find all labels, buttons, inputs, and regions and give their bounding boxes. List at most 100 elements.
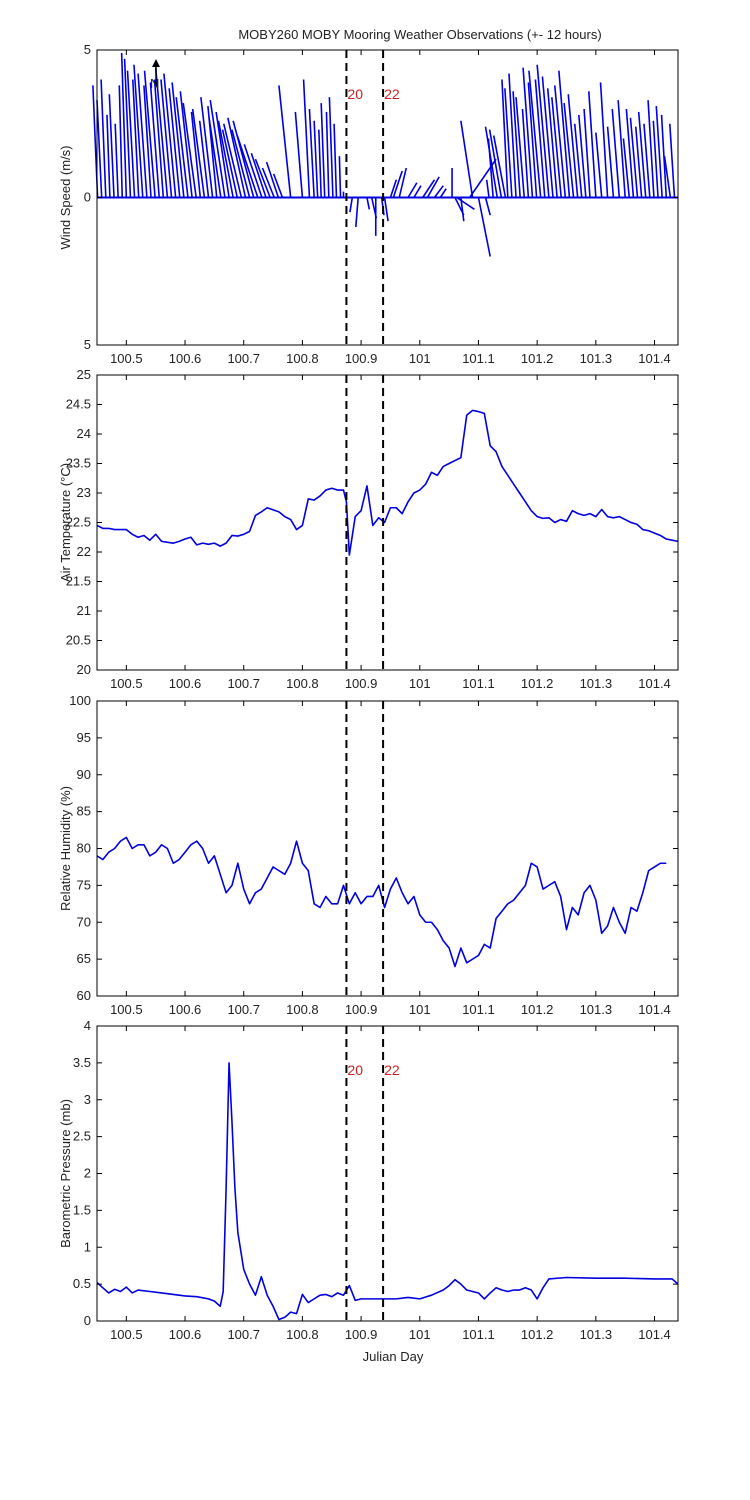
wind-vector: [137, 73, 148, 198]
relative-humidity-y-axis-label: Relative Humidity (%): [58, 786, 73, 911]
wind-vector: [655, 105, 663, 198]
wind-vector: [643, 123, 651, 198]
wind-vector: [383, 197, 389, 222]
wind-vector: [587, 91, 597, 198]
time-marker-label: 22: [384, 1062, 400, 1078]
wind-vector: [553, 85, 567, 198]
wind-vector: [392, 170, 403, 198]
relative-humidity-xtick-label: 100.5: [110, 1002, 143, 1017]
wind-vector: [527, 82, 538, 198]
air-temperature-xtick-label: 100.6: [169, 676, 202, 691]
wind-vector: [460, 120, 474, 198]
wind-vector: [492, 135, 507, 198]
wind-xtick-label: 101.3: [580, 351, 613, 366]
wind-vector: [179, 91, 193, 198]
north-label: N: [150, 76, 159, 91]
wind-vector: [227, 117, 247, 198]
wind-xtick-label: 101.2: [521, 351, 554, 366]
air-temperature-ytick-label: 20.5: [66, 633, 91, 648]
barometric-pressure-ytick-label: 2.5: [73, 1129, 91, 1144]
wind-vector: [221, 129, 239, 198]
air-temperature-xtick-label: 101.4: [638, 676, 671, 691]
barometric-pressure-ytick-label: 4: [84, 1018, 91, 1033]
wind-vector: [355, 197, 359, 228]
air-temperature-ytick-label: 24: [77, 426, 91, 441]
wind-vector: [114, 123, 119, 198]
air-temperature-ytick-label: 22: [77, 544, 91, 559]
relative-humidity-xtick-label: 101.3: [580, 1002, 613, 1017]
relative-humidity-ytick-label: 90: [77, 767, 91, 782]
wind-vector: [629, 117, 639, 198]
wind-vector: [232, 120, 255, 198]
air-temperature-xtick-label: 100.8: [286, 676, 319, 691]
relative-humidity-xtick-label: 101: [409, 1002, 431, 1017]
air-temperature-series-line: [96, 409, 679, 556]
wind-vector: [198, 120, 210, 198]
wind-vector: [504, 88, 513, 198]
relative-humidity-plot-frame: [96, 700, 679, 997]
barometric-pressure-xtick-label: 100.6: [169, 1327, 202, 1342]
figure-title: MOBY260 MOBY Mooring Weather Observation…: [238, 27, 601, 42]
relative-humidity-ytick-label: 100: [69, 693, 91, 708]
wind-vector: [477, 197, 491, 257]
barometric-pressure-xtick-label: 101.4: [638, 1327, 671, 1342]
barometric-pressure-y-axis-label: Barometric Pressure (mb): [58, 1099, 73, 1248]
wind-vector: [265, 161, 280, 198]
relative-humidity-series-line: [96, 836, 667, 968]
wind-vector: [254, 158, 271, 198]
wind-vector: [551, 97, 563, 198]
wind-vector: [536, 64, 550, 198]
relative-humidity-ytick-label: 85: [77, 804, 91, 819]
wind-xtick-label: 100.8: [286, 351, 319, 366]
wind-vector: [143, 70, 156, 198]
wind-vector: [250, 152, 267, 198]
wind-xtick-label: 101.4: [638, 351, 671, 366]
wind-vector: [154, 67, 169, 198]
wind-vector: [182, 102, 197, 198]
wind-vector: [272, 173, 284, 198]
wind-vector: [333, 123, 338, 198]
wind-vector: [578, 114, 587, 198]
wind-panel: 5 0 5 100.5 100.6 100.7 100.8 100.9 101 101.1 101.…: [58, 42, 679, 366]
wind-vector: [261, 167, 275, 198]
barometric-pressure-xtick-label: 101.2: [521, 1327, 554, 1342]
wind-vector: [407, 182, 418, 198]
relative-humidity-ytick-label: 65: [77, 951, 91, 966]
wind-vector: [175, 97, 189, 198]
wind-vector: [231, 129, 251, 198]
wind-vector: [521, 108, 530, 198]
wind-vector: [313, 120, 319, 198]
wind-vector: [558, 70, 571, 198]
barometric-pressure-xtick-label: 100.8: [286, 1327, 319, 1342]
wind-vector: [217, 120, 234, 198]
wind-vector: [133, 64, 144, 198]
wind-vector: [190, 111, 202, 198]
wind-xtick-label: 100.9: [345, 351, 378, 366]
wind-vector: [318, 129, 322, 198]
relative-humidity-ytick-label: 60: [77, 988, 91, 1003]
wind-vector: [663, 156, 672, 198]
wind-vector: [302, 79, 311, 198]
wind-vector: [528, 70, 542, 198]
wind-ytick-label: 5: [84, 42, 91, 57]
wind-vector: [123, 58, 132, 198]
air-temperature-ytick-label: 21.5: [66, 574, 91, 589]
wind-xtick-label: 101.1: [462, 351, 495, 366]
air-temperature-plot-frame: [96, 374, 679, 671]
wind-vector: [668, 123, 676, 198]
air-temperature-xtick-label: 101: [409, 676, 431, 691]
barometric-pressure-panel: 0 0.5 1 1.5 2 2.5 3 3.5 4 100.5 100.6 100.7 100.8 100…: [58, 1018, 679, 1364]
wind-vector: [308, 108, 315, 198]
wind-xtick-label: 100.6: [169, 351, 202, 366]
wind-vector: [100, 79, 107, 198]
relative-humidity-xtick-label: 101.4: [638, 1002, 671, 1017]
wind-vector: [485, 179, 490, 198]
air-temperature-xtick-label: 101.1: [462, 676, 495, 691]
wind-vector: [236, 135, 259, 198]
wind-vector: [433, 185, 444, 198]
relative-humidity-xtick-label: 100.8: [286, 1002, 319, 1017]
wind-vector: [546, 88, 558, 198]
relative-humidity-xtick-label: 101.2: [521, 1002, 554, 1017]
wind-vector: [460, 197, 465, 222]
wind-vector: [118, 85, 124, 198]
